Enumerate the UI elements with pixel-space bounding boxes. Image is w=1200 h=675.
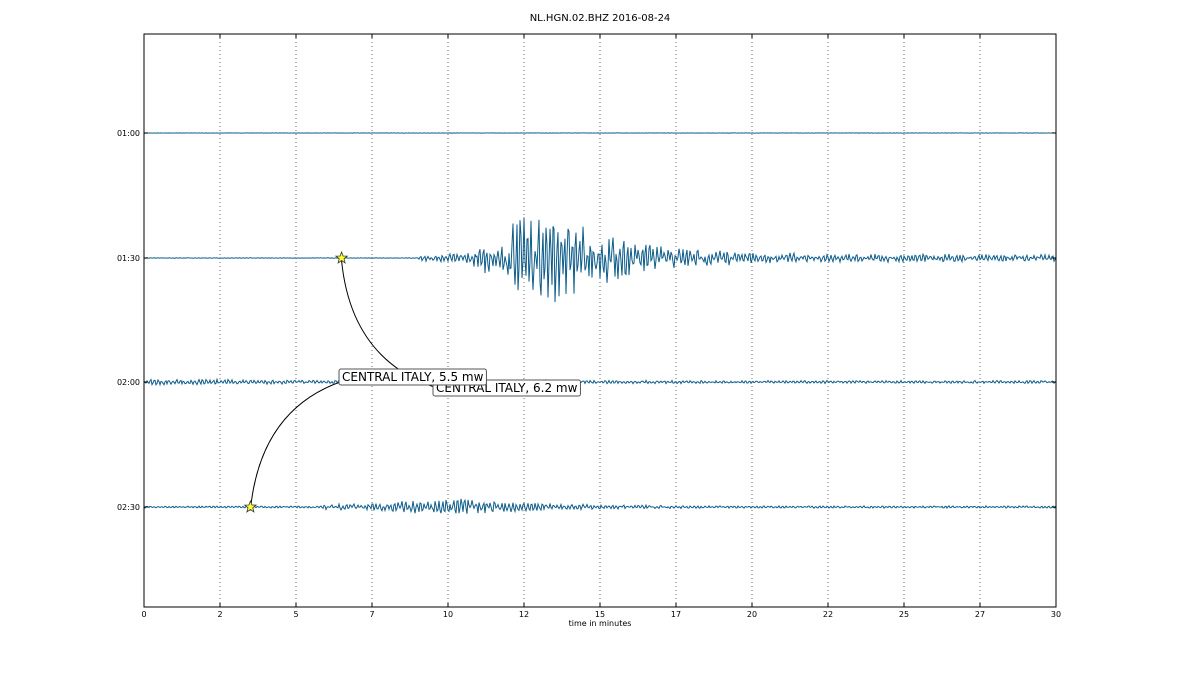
y-axis: 01:00 01:30 02:00 02:30 bbox=[117, 129, 1056, 512]
trace-layer bbox=[143, 132, 1057, 514]
x-tick-label: 5 bbox=[293, 610, 298, 619]
y-tick-label: 01:30 bbox=[117, 254, 140, 263]
event-label: CENTRAL ITALY, 5.5 mw bbox=[342, 370, 484, 384]
chart-title: NL.HGN.02.BHZ 2016-08-24 bbox=[530, 13, 671, 24]
x-axis: 0 2 5 7 10 12 15 17 20 22 25 27 30 bbox=[141, 34, 1061, 619]
x-tick-label: 15 bbox=[595, 610, 605, 619]
trace-line bbox=[143, 217, 1057, 303]
trace-line bbox=[143, 377, 1057, 387]
y-tick-label: 02:30 bbox=[117, 503, 140, 512]
x-axis-title: time in minutes bbox=[569, 619, 632, 628]
x-tick-label: 17 bbox=[671, 610, 681, 619]
x-tick-label: 25 bbox=[899, 610, 909, 619]
plot-frame bbox=[143, 33, 1057, 608]
x-tick-label: 27 bbox=[975, 610, 985, 619]
grid-lines bbox=[219, 34, 981, 607]
event-star-icon bbox=[334, 250, 349, 264]
y-tick-label: 02:00 bbox=[117, 378, 140, 387]
x-tick-label: 22 bbox=[823, 610, 833, 619]
x-tick-label: 2 bbox=[217, 610, 222, 619]
x-tick-label: 12 bbox=[519, 610, 529, 619]
trace-line bbox=[143, 498, 1057, 514]
x-tick-label: 30 bbox=[1051, 610, 1061, 619]
x-tick-label: 10 bbox=[443, 610, 453, 619]
x-tick-label: 0 bbox=[141, 610, 146, 619]
event-label-box bbox=[338, 368, 487, 386]
event-connector bbox=[249, 380, 344, 511]
x-tick-label: 20 bbox=[747, 610, 757, 619]
x-tick-label: 7 bbox=[369, 610, 374, 619]
y-tick-label: 01:00 bbox=[117, 129, 140, 138]
event-star-icon bbox=[243, 499, 258, 513]
